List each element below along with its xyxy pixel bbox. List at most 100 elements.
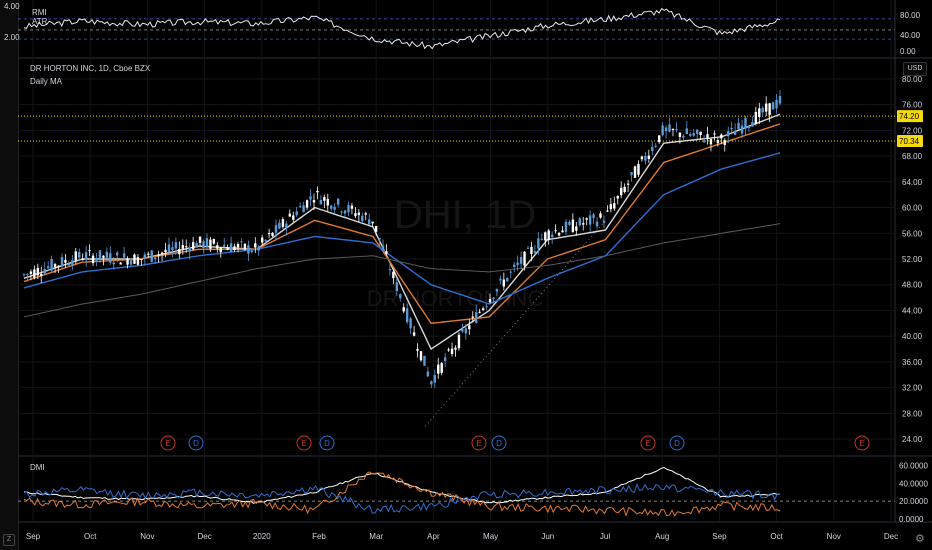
candle[interactable] [260, 234, 264, 246]
candle[interactable] [481, 306, 485, 312]
candle[interactable] [136, 253, 140, 266]
candle[interactable] [540, 233, 544, 241]
candle[interactable] [164, 242, 167, 258]
candle[interactable] [178, 241, 181, 259]
candle[interactable] [461, 323, 464, 334]
candle[interactable] [595, 217, 599, 229]
candle[interactable] [33, 265, 36, 280]
candle[interactable] [236, 242, 240, 253]
candle[interactable] [60, 253, 64, 269]
candle[interactable] [554, 224, 557, 234]
candle[interactable] [40, 266, 43, 284]
candle[interactable] [160, 251, 164, 262]
candle[interactable] [116, 250, 119, 262]
candle[interactable] [171, 241, 174, 258]
candle[interactable] [240, 238, 243, 250]
price-axis[interactable]: 80.00 76.00 72.00 68.00 64.00 60.00 56.00 52.00… [902, 75, 923, 444]
dividend-marker[interactable]: D [491, 435, 507, 451]
candle[interactable] [526, 245, 530, 249]
candle[interactable] [626, 180, 630, 193]
candle[interactable] [592, 212, 595, 224]
candle[interactable] [544, 231, 547, 247]
candle[interactable] [343, 209, 347, 217]
dividend-marker[interactable]: D [669, 435, 685, 451]
candle[interactable] [185, 239, 188, 253]
candle[interactable] [29, 269, 33, 281]
candle[interactable] [78, 248, 81, 262]
time-axis[interactable]: Sep Oct Nov Dec 2020 Feb Mar Apr May Jun Jul Aug Sep… [26, 532, 898, 541]
candle[interactable] [468, 319, 471, 335]
candle[interactable] [229, 236, 233, 253]
candle[interactable] [440, 362, 443, 376]
candle[interactable] [333, 203, 336, 214]
candle[interactable] [664, 125, 668, 139]
candle[interactable] [685, 120, 688, 135]
candle[interactable] [637, 160, 640, 177]
candle[interactable] [330, 204, 333, 212]
candle[interactable] [571, 213, 575, 233]
candle[interactable] [122, 246, 126, 259]
candle[interactable] [316, 186, 319, 200]
candle[interactable] [737, 117, 740, 131]
candle[interactable] [409, 316, 412, 334]
candle[interactable] [575, 221, 578, 236]
candle[interactable] [640, 155, 644, 162]
candle[interactable] [709, 138, 713, 152]
candle[interactable] [747, 124, 751, 133]
candle[interactable] [405, 303, 409, 325]
candle[interactable] [292, 211, 295, 223]
candle[interactable] [36, 263, 40, 280]
candle[interactable] [613, 196, 616, 211]
candle[interactable] [264, 238, 267, 244]
candle[interactable] [651, 141, 654, 156]
trendline[interactable] [424, 220, 606, 427]
candle[interactable] [91, 253, 95, 266]
candle[interactable] [602, 215, 606, 229]
candle[interactable] [471, 311, 474, 323]
candle[interactable] [654, 142, 657, 148]
candle[interactable] [412, 325, 416, 337]
candle[interactable] [250, 248, 254, 254]
candle[interactable] [464, 324, 468, 340]
ma-long-line[interactable] [23, 223, 781, 318]
candle[interactable] [71, 255, 74, 271]
candle[interactable] [295, 206, 298, 217]
candle[interactable] [198, 236, 202, 246]
candle[interactable] [326, 193, 329, 211]
candle[interactable] [758, 102, 761, 125]
candle[interactable] [247, 240, 250, 262]
candle[interactable] [195, 240, 198, 248]
candle[interactable] [644, 151, 647, 165]
candle[interactable] [530, 241, 533, 262]
candle[interactable] [340, 210, 343, 215]
candle[interactable] [350, 202, 354, 215]
candle[interactable] [226, 244, 229, 251]
candle[interactable] [506, 277, 509, 283]
candle[interactable] [46, 261, 50, 271]
candle[interactable] [588, 210, 592, 233]
candle[interactable] [181, 239, 184, 255]
candle[interactable] [485, 303, 488, 311]
candle[interactable] [50, 255, 53, 273]
candle[interactable] [764, 96, 768, 117]
candle[interactable] [647, 149, 651, 163]
candle[interactable] [109, 246, 112, 265]
candle[interactable] [492, 296, 495, 304]
candle[interactable] [302, 201, 305, 213]
candle[interactable] [174, 237, 178, 255]
candle[interactable] [713, 130, 716, 141]
candle[interactable] [768, 103, 771, 123]
candle[interactable] [564, 219, 568, 236]
candle[interactable] [84, 245, 88, 267]
candle[interactable] [699, 131, 702, 140]
candle[interactable] [702, 135, 706, 144]
candle[interactable] [385, 244, 388, 256]
candle[interactable] [95, 252, 98, 267]
candle[interactable] [167, 237, 171, 255]
candle[interactable] [257, 245, 260, 256]
candle[interactable] [202, 239, 205, 254]
candle[interactable] [478, 308, 481, 314]
candle[interactable] [599, 211, 602, 219]
candle[interactable] [43, 261, 46, 276]
candle[interactable] [730, 121, 733, 135]
